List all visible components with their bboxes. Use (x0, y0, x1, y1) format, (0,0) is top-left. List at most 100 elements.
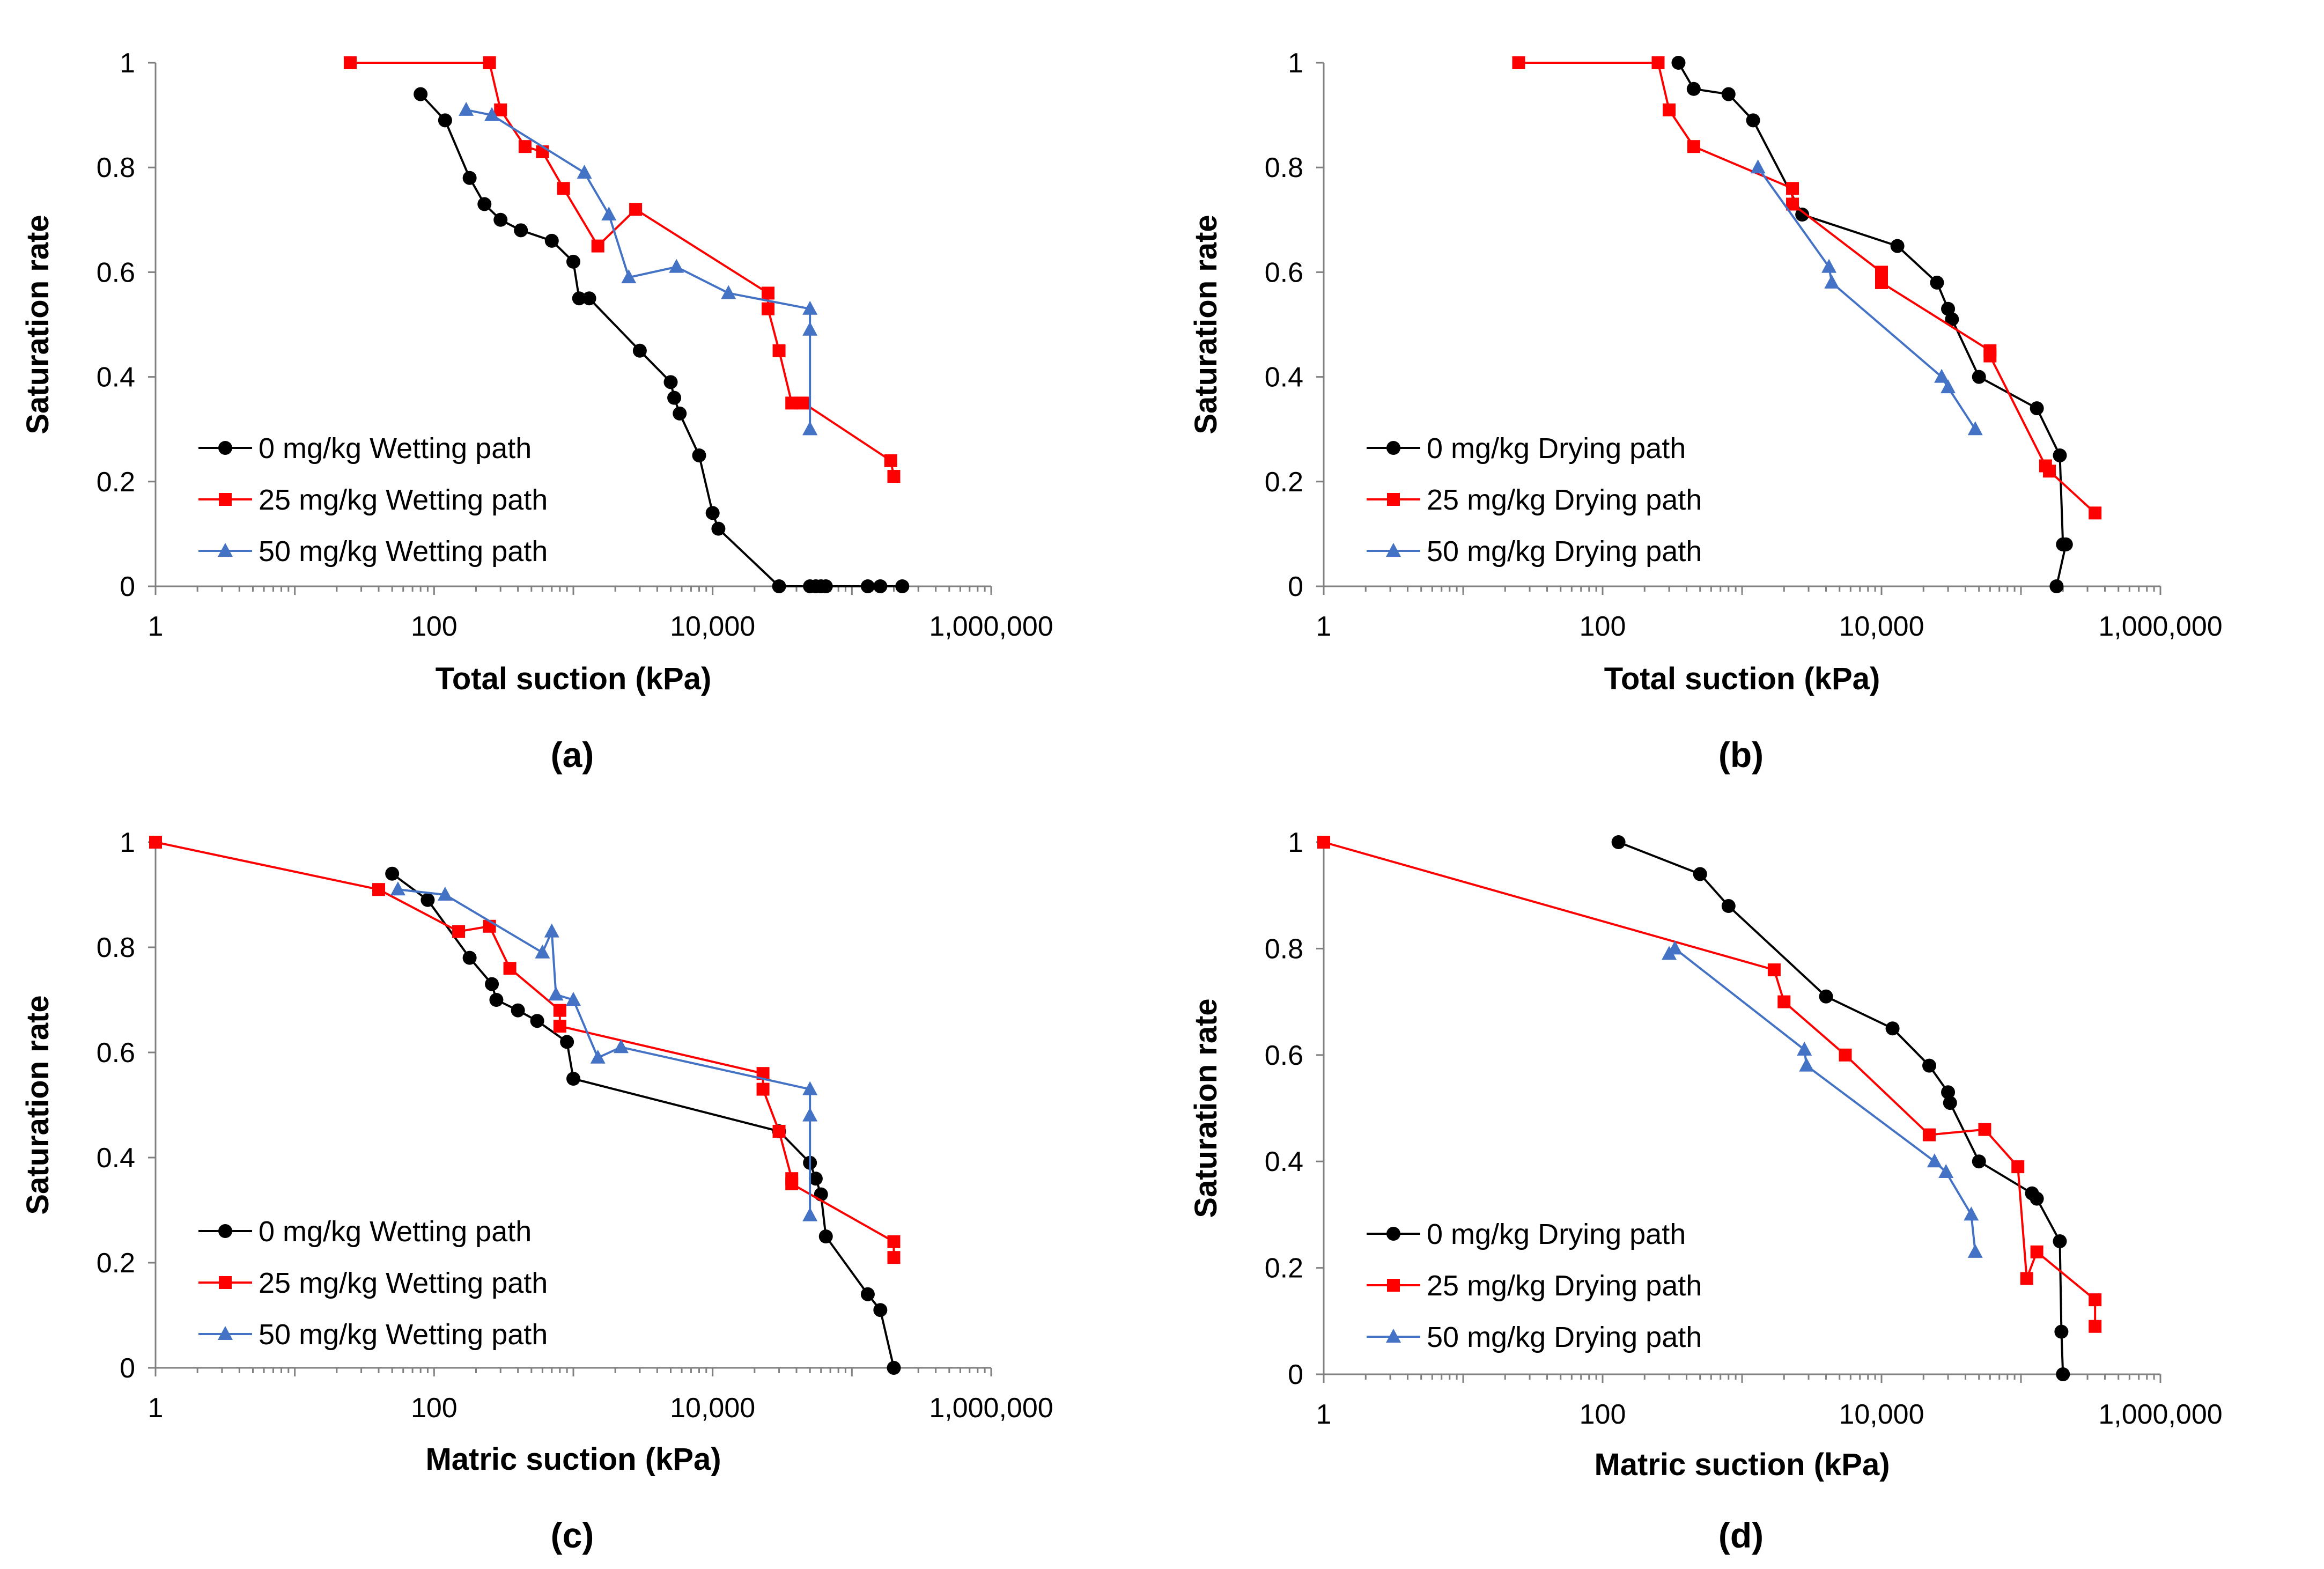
data-point (544, 923, 559, 938)
data-point (477, 197, 492, 211)
data-point (705, 506, 720, 520)
data-point (1821, 259, 1837, 273)
data-point (761, 286, 774, 300)
data-point (887, 1361, 901, 1375)
data-point (1651, 56, 1665, 69)
data-point (692, 448, 706, 462)
data-point (1512, 56, 1525, 69)
legend-marker-3 (1386, 1329, 1401, 1343)
data-point (557, 182, 570, 195)
series-line-3 (1757, 167, 1976, 430)
series-line-3 (1668, 947, 1976, 1253)
data-point (2056, 1367, 2070, 1381)
data-point (2030, 401, 2044, 416)
y-tick-label: 0.6 (1265, 257, 1303, 288)
data-point (390, 881, 405, 896)
data-point (673, 406, 687, 421)
y-tick-label: 1 (120, 48, 135, 79)
x-tick-label: 1 (148, 611, 164, 642)
y-tick-label: 0.6 (97, 257, 135, 288)
panel-d: 0 0.2 0.4 0.6 0.8 1 1 100 10,000 1,000,000 Matric … (1189, 827, 2223, 1555)
legend-label-3: 50 mg/kg Drying path (1427, 535, 1702, 568)
data-point (485, 977, 499, 991)
y-tick-label: 0.2 (97, 1248, 135, 1279)
x-tick-label: 100 (1580, 611, 1626, 642)
data-point (873, 579, 888, 593)
data-point (566, 1072, 580, 1086)
data-point (802, 1081, 818, 1095)
data-point (2089, 506, 2102, 520)
data-point (437, 887, 453, 901)
data-point (1795, 208, 1810, 222)
x-tick-label: 10,000 (1839, 1399, 1924, 1430)
data-point (503, 962, 517, 975)
data-point (1786, 182, 1799, 195)
y-tick-label: 0.4 (97, 362, 135, 393)
data-point (761, 302, 774, 315)
data-point (1797, 1041, 1812, 1056)
legend-label-3: 50 mg/kg Wetting path (259, 1318, 548, 1351)
data-point (802, 421, 818, 436)
y-tick-label: 0.2 (97, 467, 135, 498)
data-point (860, 579, 875, 593)
data-point (818, 1229, 833, 1243)
legend-marker-1 (218, 441, 232, 455)
y-axis-title: Saturation rate (1189, 998, 1223, 1218)
y-tick-label: 0.8 (97, 152, 135, 183)
series-line-2 (350, 62, 895, 477)
data-point (489, 993, 504, 1007)
x-tick-label: 1 (1316, 1399, 1332, 1430)
data-point (1972, 1154, 1986, 1169)
data-point (530, 1014, 544, 1028)
x-axis-title: Matric suction (kPa) (1594, 1447, 1890, 1482)
legend-marker-2 (219, 1276, 232, 1289)
series-line-3 (397, 888, 811, 1216)
y-tick-label: 0.8 (1265, 933, 1303, 964)
data-point (343, 56, 357, 69)
series-line-3 (466, 108, 811, 430)
y-tick-label: 0.4 (1265, 1146, 1303, 1177)
data-point (860, 1287, 875, 1301)
x-tick-label: 10,000 (1839, 611, 1924, 642)
data-point (802, 300, 818, 315)
data-point (452, 925, 466, 938)
data-point (1721, 87, 1736, 101)
data-point (1667, 940, 1683, 955)
data-point (149, 836, 162, 849)
legend-label-3: 50 mg/kg Wetting path (259, 535, 548, 568)
data-point (1799, 1057, 1814, 1072)
legend-marker-3 (218, 1326, 233, 1340)
legend-label-1: 0 mg/kg Drying path (1427, 1218, 1686, 1250)
series-line-2 (155, 841, 895, 1258)
data-point (1839, 1048, 1852, 1062)
data-point (1978, 1123, 1991, 1136)
data-point (1663, 103, 1676, 116)
data-point (385, 866, 400, 881)
panel-label: (d) (1718, 1515, 1764, 1555)
legend-label-2: 25 mg/kg Wetting path (259, 1267, 548, 1299)
data-point (887, 470, 901, 483)
x-tick-label: 1,000,000 (2098, 611, 2222, 642)
data-point (1721, 899, 1736, 914)
legend-marker-2 (1387, 493, 1400, 506)
y-tick-label: 0.8 (97, 932, 135, 963)
data-point (1746, 113, 1760, 128)
y-tick-label: 0.4 (1265, 362, 1303, 393)
data-point (511, 1003, 525, 1018)
data-point (566, 254, 580, 269)
data-point (566, 992, 581, 1006)
data-point (1824, 274, 1840, 289)
data-point (895, 579, 910, 593)
data-point (1767, 963, 1781, 977)
data-point (2043, 465, 2056, 478)
y-tick-label: 0.6 (1265, 1040, 1303, 1071)
data-point (414, 87, 428, 101)
data-point (494, 103, 507, 116)
data-point (560, 1035, 574, 1049)
data-point (582, 291, 596, 306)
data-point (873, 1303, 888, 1317)
legend-marker-3 (218, 543, 233, 557)
data-point (785, 396, 799, 410)
data-point (590, 1049, 606, 1064)
data-point (1945, 312, 1959, 327)
